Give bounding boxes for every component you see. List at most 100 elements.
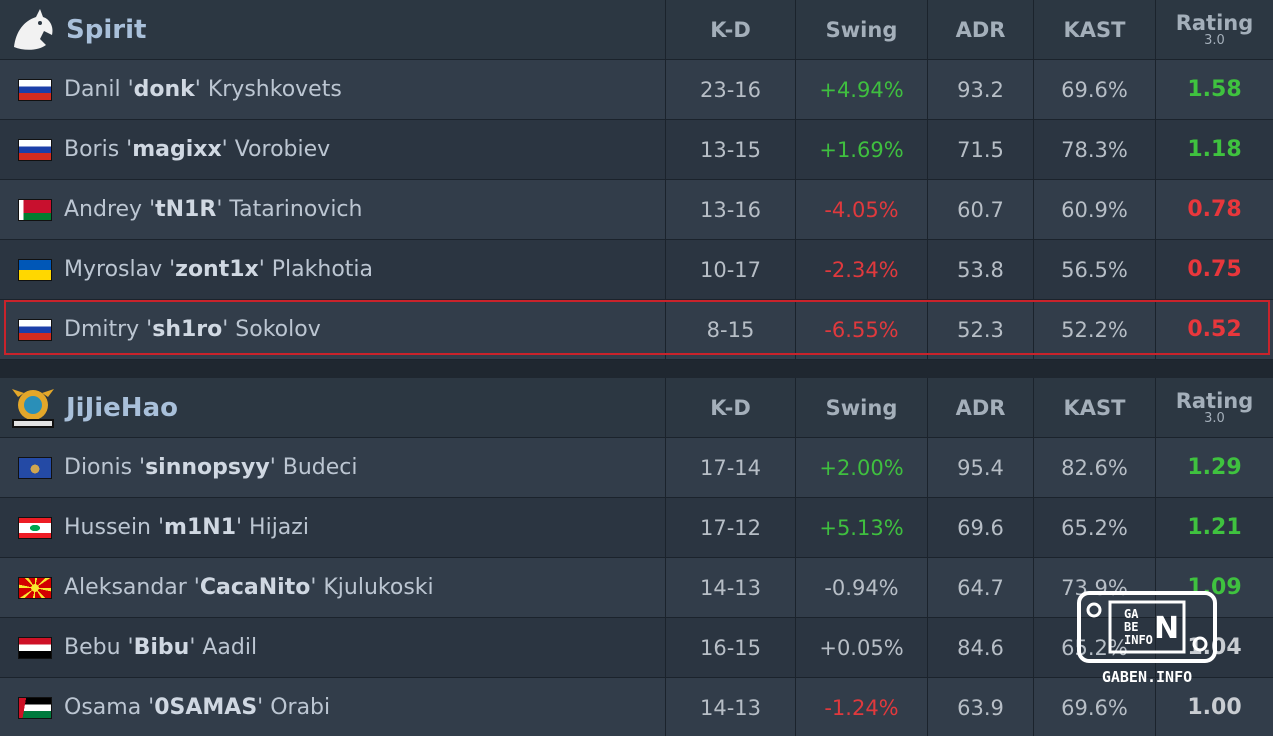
flag	[18, 318, 52, 341]
player-cell: Dionis 'sinnopsyy' Budeci	[0, 438, 665, 497]
column-header: KAST	[1033, 378, 1155, 437]
stat-rating: 1.29	[1187, 455, 1242, 480]
stat-cell: 82.6%	[1033, 438, 1155, 497]
stat-cell: 71.5	[927, 120, 1033, 179]
stat-cell: 1.00	[1155, 678, 1273, 736]
player-nick: m1N1	[164, 515, 236, 540]
player-nick: tN1R	[155, 197, 217, 222]
stat-rating: 0.78	[1187, 197, 1242, 222]
player-name-part: ' Sokolov	[222, 317, 321, 342]
player-nick: 0SAMAS	[154, 695, 258, 720]
team-name: JiJieHao	[66, 392, 178, 423]
team-cell: JiJieHao	[0, 378, 665, 437]
flag	[18, 516, 52, 539]
player-name-part: ' Orabi	[257, 695, 331, 720]
player-nick: donk	[133, 77, 195, 102]
player-name: Dionis 'sinnopsyy' Budeci	[64, 455, 357, 480]
watermark-screen	[1108, 600, 1186, 654]
team-logo	[10, 385, 56, 431]
player-row: Dionis 'sinnopsyy' Budeci 17-14 +2.00% 95.4…	[0, 438, 1273, 498]
stat-cell: 69.6	[927, 498, 1033, 557]
stat-swing: -4.05%	[824, 197, 899, 222]
team-table: JiJieHao K-D Swing ADR KAST Rating 3.0 Dionis '…	[0, 378, 1273, 736]
column-header: KAST	[1033, 0, 1155, 59]
stat-cell: 1.58	[1155, 60, 1273, 119]
stat-cell: 60.7	[927, 180, 1033, 239]
stat-rating: 1.00	[1187, 695, 1242, 720]
watermark-icon	[1192, 636, 1208, 652]
team-name: Spirit	[66, 14, 147, 45]
column-header: Swing	[795, 0, 927, 59]
player-nick: Bibu	[133, 635, 190, 660]
player-cell: Bebu 'Bibu' Aadil	[0, 618, 665, 677]
stat-cell: 56.5%	[1033, 240, 1155, 299]
stat-cell: 52.3	[927, 300, 1033, 359]
player-nick: sh1ro	[152, 317, 223, 342]
stat-cell: +5.13%	[795, 498, 927, 557]
stat-adr: 93.2	[957, 77, 1004, 102]
player-name-part: Boris '	[64, 137, 133, 162]
stat-cell: 53.8	[927, 240, 1033, 299]
stat-adr: 64.7	[957, 575, 1004, 600]
stat-cell: 84.6	[927, 618, 1033, 677]
stat-kd: 14-13	[699, 575, 762, 600]
column-header: ADR	[927, 0, 1033, 59]
header-row: Spirit K-D Swing ADR KAST Rating 3.0	[0, 0, 1273, 60]
stat-adr: 69.6	[957, 515, 1004, 540]
flag	[18, 576, 52, 599]
flag	[18, 258, 52, 281]
watermark-text: N	[1154, 611, 1179, 646]
stat-adr: 95.4	[957, 455, 1004, 480]
player-name-part: ' Aadil	[189, 635, 258, 660]
player-row: Dmitry 'sh1ro' Sokolov 8-15 -6.55% 52.3 52.2…	[0, 300, 1273, 360]
stat-adr: 53.8	[957, 257, 1004, 282]
stat-cell: 17-12	[665, 498, 795, 557]
stat-cell: 0.78	[1155, 180, 1273, 239]
watermark: GA BE INFO N GABEN.INFO	[1077, 591, 1217, 686]
stat-cell: +2.00%	[795, 438, 927, 497]
player-cell: Boris 'magixx' Vorobiev	[0, 120, 665, 179]
player-name-part: ' Kjulukoski	[310, 575, 434, 600]
watermark-caption: GABEN.INFO	[1102, 668, 1192, 686]
player-cell: Hussein 'm1N1' Hijazi	[0, 498, 665, 557]
stat-cell: 78.3%	[1033, 120, 1155, 179]
player-name: Aleksandar 'CacaNito' Kjulukoski	[64, 575, 434, 600]
watermark-frame	[1077, 591, 1217, 663]
player-name: Myroslav 'zont1x' Plakhotia	[64, 257, 373, 282]
column-header: K-D	[665, 378, 795, 437]
flag	[18, 138, 52, 161]
stat-cell: -6.55%	[795, 300, 927, 359]
player-name-part: Andrey '	[64, 197, 156, 222]
stat-cell: 23-16	[665, 60, 795, 119]
team-table: Spirit K-D Swing ADR KAST Rating 3.0 Danil 'don…	[0, 0, 1273, 360]
stat-swing: -0.94%	[824, 575, 899, 600]
header-row: JiJieHao K-D Swing ADR KAST Rating 3.0	[0, 378, 1273, 438]
column-header: K-D	[665, 0, 795, 59]
stat-kd: 10-17	[699, 257, 762, 282]
stat-swing: +4.94%	[819, 77, 904, 102]
team-cell: Spirit	[0, 0, 665, 59]
column-label: ADR	[955, 395, 1006, 420]
stat-kast: 73.9%	[1061, 575, 1128, 600]
stat-cell: 0.52	[1155, 300, 1273, 359]
stat-cell: 69.6%	[1033, 678, 1155, 736]
stat-adr: 60.7	[957, 197, 1004, 222]
stat-cell: -1.24%	[795, 678, 927, 736]
stat-cell: 14-13	[665, 558, 795, 617]
flag	[18, 456, 52, 479]
stat-cell: 0.75	[1155, 240, 1273, 299]
column-header: Rating 3.0	[1155, 0, 1273, 59]
flag	[18, 696, 52, 719]
stat-cell: +1.69%	[795, 120, 927, 179]
player-cell: Dmitry 'sh1ro' Sokolov	[0, 300, 665, 359]
stat-cell: 1.18	[1155, 120, 1273, 179]
player-name: Boris 'magixx' Vorobiev	[64, 137, 330, 162]
player-nick: zont1x	[175, 257, 259, 282]
player-cell: Osama '0SAMAS' Orabi	[0, 678, 665, 736]
stat-kast: 52.2%	[1061, 317, 1128, 342]
column-label: Rating	[1175, 10, 1254, 35]
stat-rating: 0.75	[1187, 257, 1242, 282]
stat-cell: 8-15	[665, 300, 795, 359]
player-cell: Myroslav 'zont1x' Plakhotia	[0, 240, 665, 299]
player-name: Danil 'donk' Kryshkovets	[64, 77, 342, 102]
